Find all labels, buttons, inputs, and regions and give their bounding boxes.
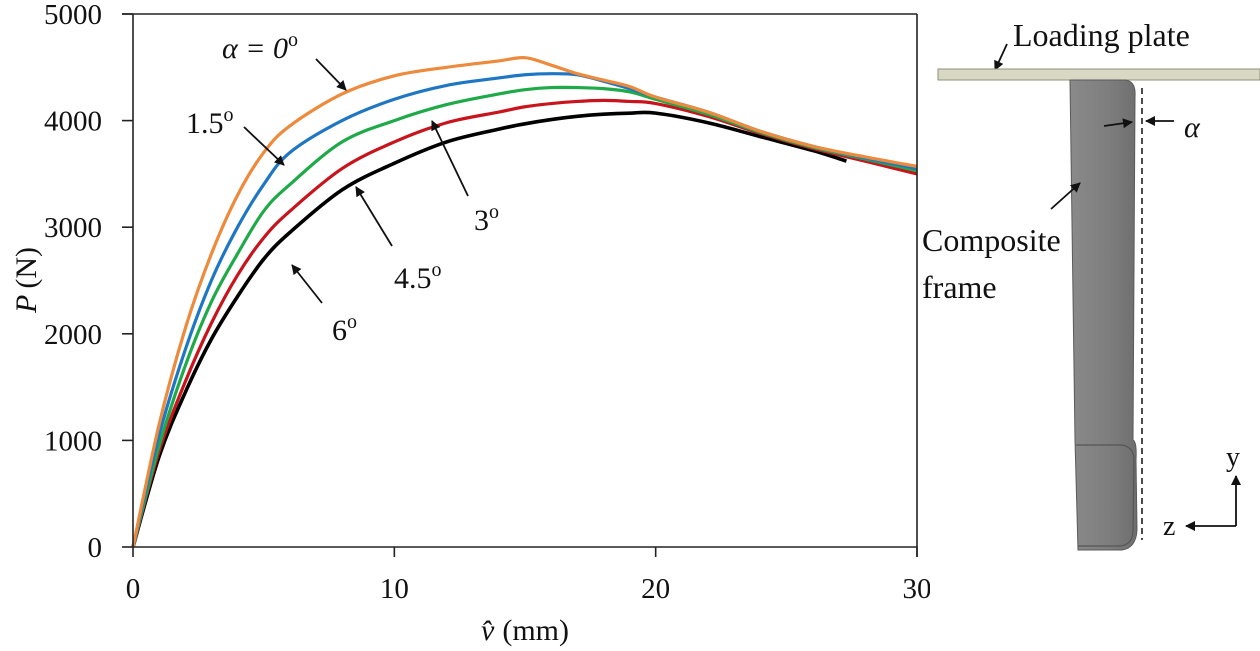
- y-axis-symbol: P: [10, 295, 43, 314]
- annotation-alpha-6-arrow: [291, 264, 323, 304]
- y-tick-label: 4000: [44, 106, 102, 138]
- series-line-6deg: [131, 110, 847, 548]
- annotation-alpha-0: α = 0o: [222, 29, 347, 91]
- annotation-alpha-1-5-label: 1.5o: [186, 104, 234, 140]
- x-tick-label: 30: [903, 573, 931, 605]
- x-tick-label: 20: [641, 573, 670, 605]
- y-tick-label: 3000: [44, 212, 102, 244]
- annotation-alpha-0-label: α = 0o: [222, 29, 298, 65]
- loading-plate-label: Loading plate: [1013, 17, 1190, 53]
- annotation-alpha-6-label: 6o: [332, 311, 357, 347]
- y-axis-letter: y: [1226, 442, 1240, 473]
- x-tick-label: 0: [126, 573, 141, 605]
- series-line-3deg: [131, 85, 918, 548]
- angle-label: α: [1184, 111, 1201, 144]
- composite-frame-arrow: [1050, 182, 1081, 210]
- ticks-layer: 0 1000 2000 3000 4000 5000 0 10 20 30: [44, 0, 930, 605]
- annotation-alpha-4-5-label: 4.5o: [394, 259, 442, 295]
- loading-plate-arrow: [994, 43, 1008, 71]
- load-displacement-chart: 0 1000 2000 3000 4000 5000 0 10 20 30 P (N) v̂ (mm)…: [10, 0, 930, 647]
- x-tick-label: 10: [380, 573, 409, 605]
- annotation-alpha-1-5-arrow: [243, 126, 285, 166]
- annotation-alpha-3: 3o: [431, 120, 499, 237]
- frame-lower-section: [1076, 444, 1135, 547]
- composite-frame-label-line2: frame: [922, 269, 997, 305]
- y-tick-label: 2000: [44, 319, 102, 351]
- angle-arrow-left: [1103, 118, 1133, 129]
- y-tick-label: 5000: [44, 0, 102, 31]
- composite-frame-label-line1: Composite: [922, 222, 1061, 258]
- y-tick-label: 0: [88, 532, 103, 564]
- series-line-0deg: [131, 55, 918, 548]
- z-axis-letter: z: [1163, 511, 1175, 542]
- x-axis-unit: (mm): [502, 614, 569, 647]
- annotation-alpha-4-5: 4.5o: [355, 186, 442, 295]
- series-line-4-5deg: [131, 98, 918, 548]
- annotation-alpha-1-5: 1.5o: [186, 104, 285, 166]
- annotation-alpha-6: 6o: [291, 264, 357, 347]
- y-axis-unit: (N): [10, 247, 43, 289]
- x-axis-label: v̂ (mm): [481, 614, 569, 647]
- loading-plate: [937, 68, 1260, 81]
- y-tick-label: 1000: [44, 425, 102, 457]
- annotation-alpha-0-arrow: [315, 58, 347, 91]
- composite-frame: [1069, 79, 1138, 551]
- annotation-alpha-3-label: 3o: [474, 201, 499, 237]
- annotation-alpha-4-5-arrow: [355, 186, 393, 247]
- coordinate-axes: y z: [1163, 442, 1241, 542]
- y-axis-label: P (N): [10, 247, 43, 314]
- x-axis-symbol: v̂: [481, 614, 495, 647]
- series-layer: [131, 55, 918, 548]
- annotation-alpha-3-arrow: [431, 120, 469, 197]
